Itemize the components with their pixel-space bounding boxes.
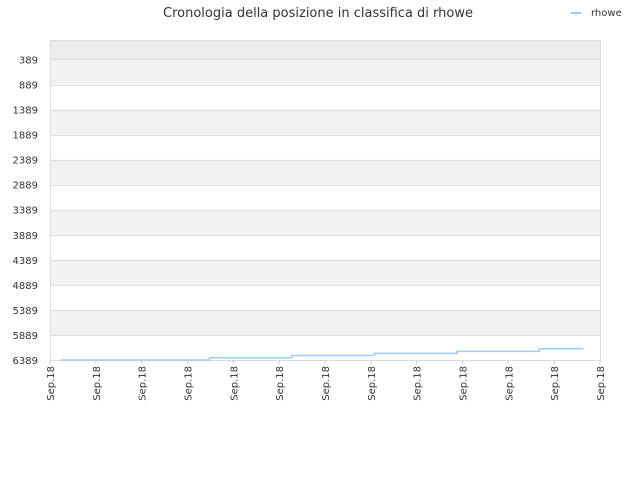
y-tick-label: 389 [19, 55, 38, 66]
y-tick-label: 5889 [13, 331, 38, 342]
series-line-rhowe [61, 348, 584, 361]
x-tick-label: Sep.18 [229, 366, 240, 401]
y-tick-label: 6389 [13, 356, 38, 367]
plot-band [50, 209, 600, 235]
y-tick-label: 3389 [13, 206, 38, 217]
x-tick-label: Sep.18 [459, 366, 470, 401]
x-tick-label: Sep.18 [413, 366, 424, 401]
y-tick-label: 1389 [13, 106, 38, 117]
legend-label-rhowe: rhowe [591, 8, 622, 19]
y-tick-label: 3889 [13, 231, 38, 242]
x-tick-label: Sep.18 [504, 366, 515, 401]
x-axis-ticks: Sep.18 Sep.18 Sep.18 Sep.18 Sep.18 Sep.18 Sep.… [46, 360, 607, 401]
plot-band [50, 309, 600, 335]
y-tick-label: 5389 [13, 306, 38, 317]
plot-band [50, 159, 600, 185]
y-tick-label: 889 [19, 81, 38, 92]
plot-background-bands [50, 40, 600, 335]
x-tick-label: Sep.18 [550, 366, 561, 401]
y-tick-label: 4389 [13, 256, 38, 267]
plot-band [50, 59, 600, 85]
y-tick-label: 4889 [13, 281, 38, 292]
x-tick-label: Sep.18 [184, 366, 195, 401]
x-tick-label: Sep.18 [138, 366, 149, 401]
x-tick-label: Sep.18 [367, 366, 378, 401]
y-tick-label: 2889 [13, 181, 38, 192]
x-tick-label: Sep.18 [321, 366, 332, 401]
series-layer [61, 348, 584, 361]
x-tick-label: Sep.18 [46, 366, 57, 401]
y-tick-label: 1889 [13, 131, 38, 142]
x-tick-label: Sep.18 [92, 366, 103, 401]
y-axis-ticks: 389 889 1389 1889 2389 2889 3389 3889 4389 4889 53… [13, 55, 38, 367]
plot-band [50, 259, 600, 285]
chart-title: Cronologia della posizione in classifica… [163, 6, 473, 21]
y-tick-label: 2389 [13, 156, 38, 167]
plot-band [50, 109, 600, 135]
plot-band [50, 40, 600, 60]
legend[interactable]: rhowe [571, 8, 622, 19]
x-tick-label: Sep.18 [275, 366, 286, 401]
x-tick-label: Sep.18 [596, 366, 607, 401]
